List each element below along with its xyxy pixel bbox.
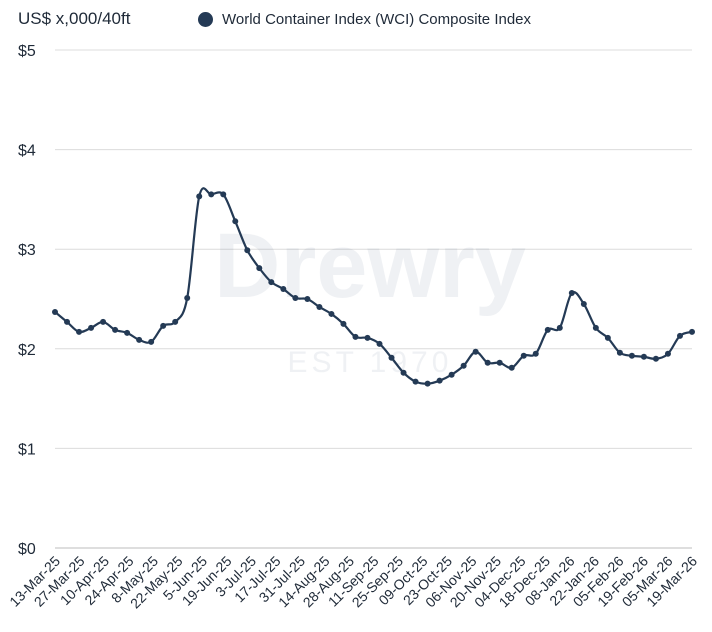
data-point (580, 300, 587, 307)
data-point (292, 295, 299, 302)
data-point (148, 338, 155, 345)
data-point (100, 318, 107, 325)
data-point (424, 380, 431, 387)
data-point (376, 340, 383, 347)
data-point (220, 191, 227, 198)
data-point (508, 364, 515, 371)
watermark: Drewry EST 1970 (214, 215, 526, 379)
data-point (689, 328, 695, 335)
data-point (88, 324, 95, 331)
data-point (256, 265, 263, 272)
data-point (460, 362, 467, 369)
y-axis-ticks: $0 $1 $2 $3 $4 $5 (18, 43, 36, 558)
data-point (232, 218, 239, 225)
watermark-logo-text: Drewry (214, 215, 526, 317)
data-point (112, 326, 119, 333)
data-point (568, 290, 575, 297)
data-point (400, 369, 407, 376)
data-point (208, 191, 215, 198)
data-point (484, 359, 491, 366)
data-point (76, 328, 83, 335)
legend-label: World Container Index (WCI) Composite In… (222, 11, 532, 28)
data-point (412, 378, 419, 385)
data-point (328, 310, 335, 317)
data-point (388, 354, 395, 361)
data-point (556, 324, 563, 331)
data-point (268, 279, 275, 286)
data-point (604, 334, 611, 341)
y-axis-unit-label: US$ x,000/40ft (18, 9, 131, 28)
data-point (520, 352, 527, 359)
data-point (244, 247, 251, 254)
y-tick-label: $3 (18, 242, 36, 259)
y-tick-label: $1 (18, 441, 36, 458)
data-point (52, 308, 58, 315)
data-point (196, 193, 203, 200)
x-axis-ticks: 13-Mar-2527-Mar-2510-Apr-2524-Apr-258-Ma… (6, 553, 700, 612)
data-point (340, 320, 347, 327)
data-point (532, 350, 539, 357)
data-point (160, 322, 167, 329)
data-point (172, 318, 179, 325)
data-point (640, 353, 647, 360)
data-point (676, 332, 683, 339)
data-point (628, 352, 635, 359)
data-point (124, 329, 131, 336)
data-point (664, 350, 671, 357)
data-point (352, 333, 359, 340)
chart-legend: World Container Index (WCI) Composite In… (198, 11, 531, 28)
watermark-est-text: EST 1970 (288, 346, 453, 379)
data-point (184, 295, 191, 302)
data-point (316, 303, 323, 310)
series-group (52, 187, 695, 387)
data-point (304, 296, 311, 302)
data-point (544, 326, 551, 333)
data-point (280, 286, 287, 293)
y-tick-label: $0 (18, 541, 36, 558)
data-point (592, 324, 599, 331)
data-point (616, 349, 623, 356)
data-point (472, 348, 479, 355)
grid-lines (55, 49, 692, 549)
data-point (436, 377, 443, 384)
data-point (496, 359, 503, 366)
legend-marker-icon (198, 12, 213, 27)
data-point (136, 336, 143, 343)
data-point (364, 334, 371, 341)
y-tick-label: $2 (18, 342, 36, 359)
data-point (652, 355, 659, 362)
data-point (448, 371, 455, 378)
data-point (64, 318, 71, 325)
y-tick-label: $4 (18, 143, 36, 160)
y-tick-label: $5 (18, 43, 36, 60)
